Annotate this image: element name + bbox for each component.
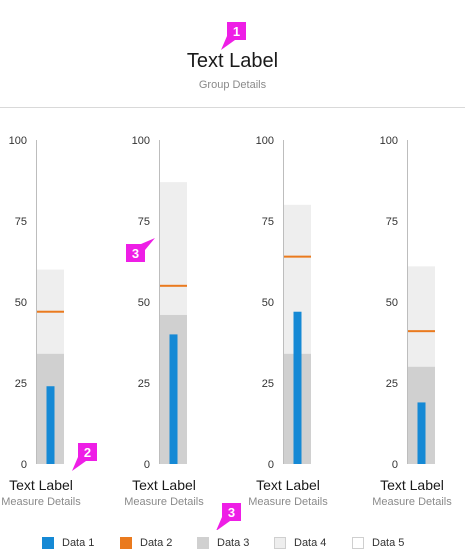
target-marker-data2 bbox=[37, 310, 64, 313]
y-tick-label: 50 bbox=[386, 297, 398, 309]
legend-swatch bbox=[197, 537, 209, 549]
y-tick-label: 0 bbox=[21, 459, 27, 471]
y-tick-label: 75 bbox=[15, 216, 27, 228]
target-marker-data2 bbox=[408, 330, 435, 333]
callout-badge bbox=[126, 238, 155, 262]
measure-bar-data1 bbox=[46, 386, 55, 464]
measure-label: Text Label bbox=[380, 477, 444, 493]
y-tick-label: 25 bbox=[138, 378, 150, 390]
legend-swatch bbox=[120, 537, 132, 549]
target-marker-data2 bbox=[284, 255, 311, 258]
legend-label: Data 1 bbox=[62, 537, 95, 549]
chart-header: Text Label Group Details bbox=[0, 0, 465, 110]
measure-bar-data1 bbox=[169, 334, 178, 464]
y-tick-label: 75 bbox=[138, 216, 150, 228]
chart-title: Text Label bbox=[186, 50, 279, 72]
legend-swatch bbox=[42, 537, 54, 549]
measure-label: Text Label bbox=[132, 477, 196, 493]
header-divider bbox=[0, 107, 465, 108]
measure-label: Text Label bbox=[9, 477, 73, 493]
y-tick-label: 25 bbox=[15, 378, 27, 390]
measure-bar-data1 bbox=[293, 311, 302, 464]
measure-label: Text Label bbox=[256, 477, 320, 493]
callout-badge bbox=[216, 503, 241, 530]
measure-sublabel: Measure Details bbox=[124, 496, 204, 508]
measure-sublabel: Measure Details bbox=[248, 496, 328, 508]
measure-sublabel: Measure Details bbox=[1, 496, 81, 508]
y-tick-label: 100 bbox=[9, 135, 27, 147]
y-tick-label: 50 bbox=[138, 297, 150, 309]
y-tick-label: 100 bbox=[380, 135, 398, 147]
y-tick-label: 100 bbox=[132, 135, 150, 147]
legend-label: Data 5 bbox=[372, 537, 405, 549]
measure-bar-data1 bbox=[417, 402, 426, 464]
target-marker-data2 bbox=[160, 284, 187, 287]
legend-label: Data 3 bbox=[217, 537, 250, 549]
measure-sublabel: Measure Details bbox=[372, 496, 452, 508]
y-tick-label: 75 bbox=[386, 216, 398, 228]
y-tick-label: 100 bbox=[256, 135, 274, 147]
y-tick-label: 50 bbox=[15, 297, 27, 309]
y-tick-label: 25 bbox=[262, 378, 274, 390]
chart-legend: Data 1 Data 2 Data 3 Data 4 Data 5 bbox=[0, 536, 465, 556]
legend-swatch bbox=[274, 537, 286, 549]
y-tick-label: 75 bbox=[262, 216, 274, 228]
callout-number: 1 bbox=[233, 24, 240, 39]
y-tick-label: 0 bbox=[392, 459, 398, 471]
callout-badge bbox=[72, 443, 97, 471]
legend-swatch bbox=[352, 537, 364, 549]
legend-label: Data 2 bbox=[140, 537, 173, 549]
callout-number: 2 bbox=[84, 445, 91, 460]
legend-label: Data 4 bbox=[294, 537, 327, 549]
y-tick-label: 25 bbox=[386, 378, 398, 390]
y-tick-label: 50 bbox=[262, 297, 274, 309]
callout-badge bbox=[221, 22, 246, 50]
y-tick-label: 0 bbox=[144, 459, 150, 471]
y-tick-label: 0 bbox=[268, 459, 274, 471]
callout-number: 3 bbox=[132, 246, 139, 261]
chart-subtitle: Group Details bbox=[198, 79, 267, 91]
callout-number: 3 bbox=[228, 505, 235, 520]
